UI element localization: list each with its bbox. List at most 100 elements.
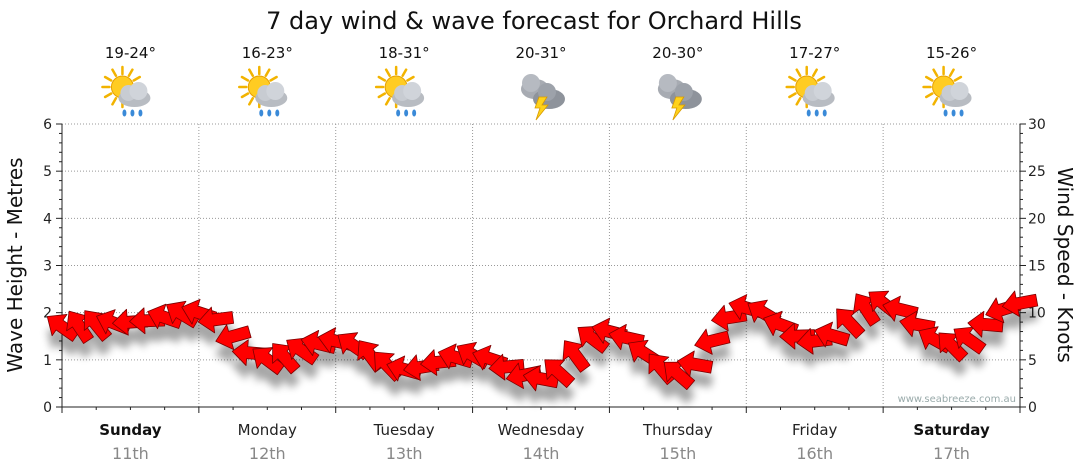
y-tick-label-right: 10 bbox=[1028, 306, 1046, 322]
sun-cloud-rain-icon bbox=[922, 65, 972, 117]
day-label: Wednesday bbox=[498, 421, 585, 439]
temperature-label: 17-27° bbox=[789, 44, 840, 62]
wind-arrow bbox=[882, 295, 919, 322]
wind-arrow bbox=[779, 322, 816, 350]
sun-ray bbox=[948, 68, 955, 77]
y-tick-label-left: 3 bbox=[43, 259, 52, 275]
date-label: 16th bbox=[796, 444, 833, 463]
y-tick-label-left: 5 bbox=[43, 164, 52, 180]
sun-ray bbox=[132, 75, 141, 82]
sun-cloud-rain-icon bbox=[785, 65, 835, 117]
cloud-puff bbox=[403, 82, 422, 100]
rain-drop bbox=[814, 109, 819, 117]
y-tick-label-left: 6 bbox=[43, 117, 52, 133]
rain-drop bbox=[130, 109, 135, 117]
wind-arrow bbox=[676, 350, 714, 377]
temperature-label: 20-31° bbox=[515, 44, 566, 62]
rain-drop bbox=[806, 109, 811, 117]
wind-arrow bbox=[272, 343, 301, 375]
rain-drop bbox=[959, 109, 964, 117]
sun-ray bbox=[269, 75, 278, 82]
rain-drop bbox=[412, 109, 417, 117]
date-label: 12th bbox=[249, 444, 286, 463]
sun-ray bbox=[811, 68, 818, 77]
sun-ray bbox=[932, 97, 939, 106]
lightning-bolt bbox=[534, 96, 549, 121]
wind-arrow bbox=[577, 325, 610, 354]
cloud-puff bbox=[813, 82, 832, 100]
temperature-label: 19-24° bbox=[105, 44, 156, 62]
day-label: Monday bbox=[238, 421, 297, 439]
day-label: Tuesday bbox=[373, 421, 435, 439]
y-axis-label-right: Wind Speed - Knots bbox=[1053, 167, 1077, 363]
cloud-puff bbox=[129, 82, 148, 100]
wind-arrow bbox=[836, 308, 866, 340]
rain-drop bbox=[404, 109, 409, 117]
sun-ray bbox=[248, 97, 255, 106]
cloud-puff bbox=[674, 83, 693, 101]
lightning-bolt bbox=[671, 96, 686, 121]
y-tick-label-right: 25 bbox=[1028, 164, 1046, 180]
wind-arrow bbox=[853, 293, 881, 327]
y-tick-label-right: 5 bbox=[1028, 353, 1037, 369]
sun-ray bbox=[795, 97, 802, 106]
sun-ray bbox=[925, 92, 934, 99]
temperature-label: 20-30° bbox=[652, 44, 703, 62]
wind-arrow bbox=[663, 361, 696, 391]
wind-arrow bbox=[66, 310, 94, 344]
sun-ray bbox=[788, 75, 797, 82]
cloud-puff bbox=[522, 74, 540, 92]
rain-drop bbox=[138, 109, 143, 117]
sun-ray bbox=[240, 92, 250, 99]
wind-arrow bbox=[1001, 290, 1039, 317]
cloud-puff bbox=[266, 82, 285, 100]
wind-arrow bbox=[814, 321, 851, 348]
y-tick-label-left: 1 bbox=[43, 353, 52, 369]
date-label: 17th bbox=[933, 444, 970, 463]
sun-ray bbox=[406, 75, 415, 82]
sun-ray bbox=[401, 68, 408, 77]
y-tick-label-left: 2 bbox=[43, 306, 52, 322]
sun-ray bbox=[925, 75, 934, 82]
wind-arrow bbox=[544, 359, 576, 389]
wind-arrow bbox=[286, 337, 320, 366]
date-label: 13th bbox=[386, 444, 423, 463]
cloud-puff bbox=[658, 74, 677, 92]
watermark: www.seabreeze.com.au bbox=[898, 394, 1016, 405]
storm-cloud-icon bbox=[521, 74, 565, 121]
sun-cloud-rain-icon bbox=[101, 65, 151, 117]
y-tick-label-right: 15 bbox=[1028, 259, 1046, 275]
date-label: 15th bbox=[659, 444, 696, 463]
sun-ray bbox=[240, 75, 250, 82]
rain-drop bbox=[396, 109, 401, 117]
sun-ray bbox=[248, 68, 255, 77]
day-label: Saturday bbox=[913, 421, 990, 439]
wind-arrow bbox=[215, 324, 252, 351]
sun-ray bbox=[788, 92, 797, 99]
sun-ray bbox=[384, 97, 391, 106]
sun-ray bbox=[111, 97, 118, 106]
rain-drop bbox=[951, 109, 956, 117]
sun-ray bbox=[111, 68, 118, 77]
axes: 0 1 2 3 4 5 6 0 5 10 15 20 25 30 bbox=[43, 117, 1046, 416]
sun-ray bbox=[795, 68, 802, 77]
wind-arrow bbox=[488, 353, 525, 381]
wind-arrows bbox=[46, 290, 1039, 392]
sun-cloud-rain-icon bbox=[238, 65, 288, 117]
sun-ray bbox=[103, 92, 113, 99]
storm-cloud-icon bbox=[657, 74, 702, 121]
day-label: Thursday bbox=[642, 421, 713, 439]
sun-ray bbox=[127, 68, 134, 77]
sun-ray bbox=[384, 68, 391, 77]
rain-drop bbox=[122, 109, 127, 117]
rain-drop bbox=[275, 109, 280, 117]
temperature-label: 18-31° bbox=[379, 44, 430, 62]
cloud-puff bbox=[950, 82, 969, 100]
y-tick-label-left: 0 bbox=[43, 400, 52, 416]
sun-ray bbox=[377, 92, 387, 99]
y-tick-label-left: 4 bbox=[43, 211, 52, 227]
sun-cloud-rain-icon bbox=[374, 65, 425, 117]
temperature-label: 15-26° bbox=[926, 44, 977, 62]
